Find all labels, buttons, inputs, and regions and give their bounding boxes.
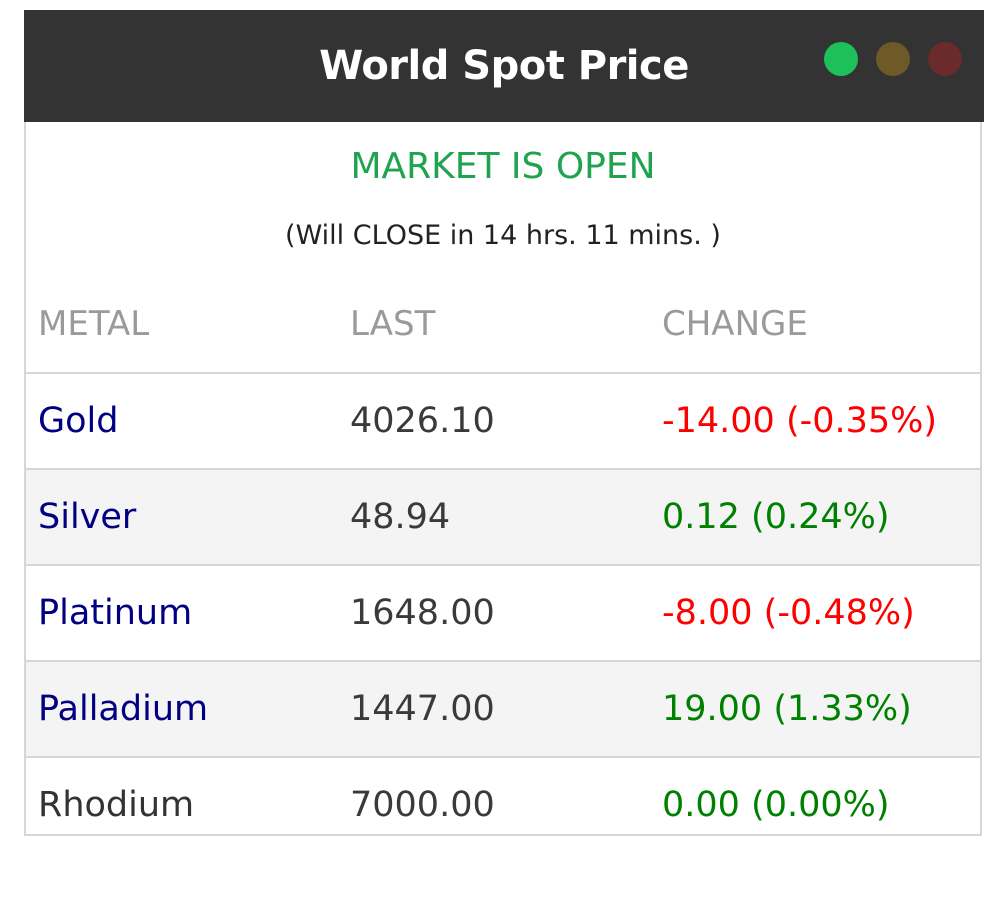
change-gold: -14.00 (-0.35%) — [662, 401, 938, 441]
market-countdown: (Will CLOSE in 14 hrs. 11 mins. ) — [285, 220, 721, 251]
table-row-palladium: Palladium 1447.00 19.00 (1.33%) — [26, 662, 980, 758]
status-light-red-icon — [928, 42, 962, 76]
last-price-gold: 4026.10 — [350, 401, 495, 441]
header-last: LAST — [350, 304, 436, 344]
table-row-silver: Silver 48.94 0.12 (0.24%) — [26, 470, 980, 566]
price-table: METAL LAST CHANGE Gold 4026.10 -14.00 (-… — [26, 278, 980, 852]
metal-link-gold[interactable]: Gold — [38, 401, 119, 441]
table-row-rhodium: Rhodium 7000.00 0.00 (0.00%) — [26, 758, 980, 852]
status-light-green-icon — [824, 42, 858, 76]
table-header: METAL LAST CHANGE — [26, 278, 980, 374]
change-palladium: 19.00 (1.33%) — [662, 689, 912, 729]
last-price-rhodium: 7000.00 — [350, 785, 495, 825]
table-row-platinum: Platinum 1648.00 -8.00 (-0.48%) — [26, 566, 980, 662]
last-price-platinum: 1648.00 — [350, 593, 495, 633]
header-change: CHANGE — [662, 304, 808, 344]
widget-title: World Spot Price — [319, 43, 689, 89]
change-platinum: -8.00 (-0.48%) — [662, 593, 915, 633]
metal-label-rhodium: Rhodium — [38, 785, 195, 825]
header-metal: METAL — [38, 304, 150, 344]
change-rhodium: 0.00 (0.00%) — [662, 785, 890, 825]
metal-link-silver[interactable]: Silver — [38, 497, 137, 537]
market-status: MARKET IS OPEN — [350, 146, 656, 187]
change-silver: 0.12 (0.24%) — [662, 497, 890, 537]
status-light-amber-icon — [876, 42, 910, 76]
last-price-palladium: 1447.00 — [350, 689, 495, 729]
table-row-gold: Gold 4026.10 -14.00 (-0.35%) — [26, 374, 980, 470]
spot-price-widget: World Spot Price MARKET IS OPEN (Will CL… — [24, 10, 984, 836]
last-price-silver: 48.94 — [350, 497, 451, 537]
status-lights — [824, 42, 962, 76]
metal-link-platinum[interactable]: Platinum — [38, 593, 193, 633]
widget-header: World Spot Price — [24, 10, 984, 122]
metal-link-palladium[interactable]: Palladium — [38, 689, 209, 729]
